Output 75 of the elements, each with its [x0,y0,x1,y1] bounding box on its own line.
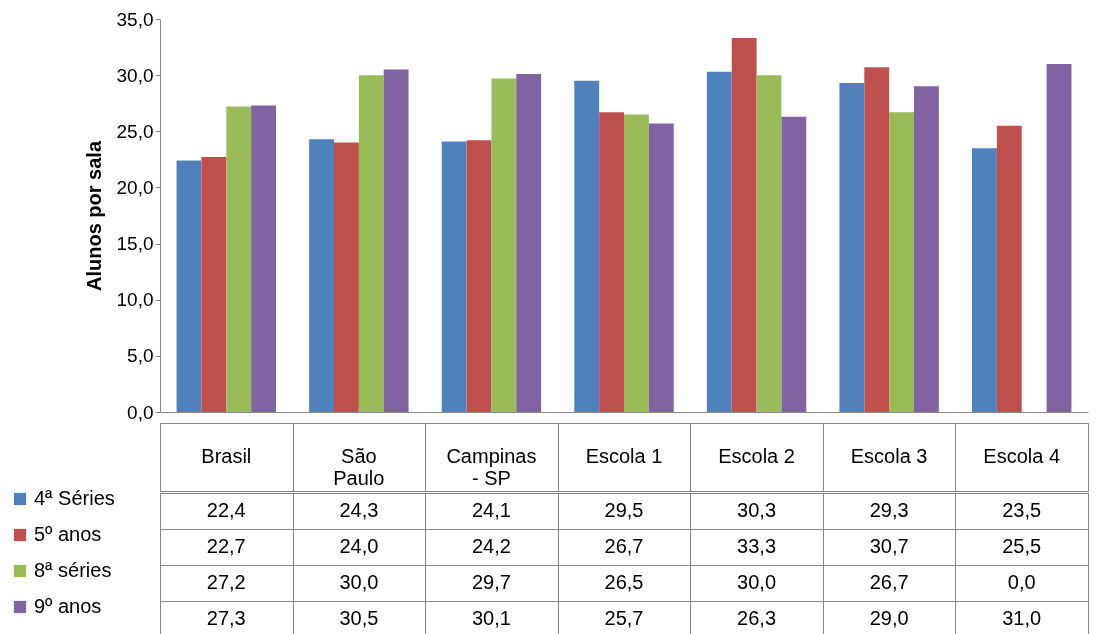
bar [972,148,997,412]
x-tick-label: Brasil [201,445,252,467]
y-tick-label: 20,0 [116,176,154,198]
data-label: 31,0 [1002,607,1042,629]
data-label: 26,5 [604,571,644,593]
x-tick-label: Escola 2 [718,445,795,467]
data-label: 30,0 [737,571,777,593]
data-label: 25,7 [604,607,644,629]
bar [839,83,865,412]
data-label: 29,0 [869,607,909,629]
bar [648,123,674,412]
bar [201,157,227,412]
bar [996,125,1022,412]
data-label: 27,3 [206,607,246,629]
data-label: 25,5 [1002,535,1042,557]
data-label: 26,7 [869,571,909,593]
y-tick-label: 5,0 [127,345,154,367]
bar [1046,63,1072,412]
bar [176,160,202,412]
bar [914,86,939,412]
data-label: 30,0 [339,571,379,593]
legend-label: 4ª Séries [34,487,115,509]
bar [624,114,649,412]
data-label: 24,1 [471,499,511,521]
bar [574,80,600,412]
data-label: 26,3 [737,607,777,629]
bar [466,140,492,412]
x-tick-label: Campinas - SP [446,445,537,489]
legend-label: 9º anos [34,595,102,617]
data-label: 26,7 [604,535,644,557]
y-tick-label: 0,0 [127,401,154,423]
data-label: 29,3 [869,499,909,521]
data-label: 22,4 [206,499,246,521]
bar [251,105,276,412]
bar [864,67,890,412]
y-axis-title: Alunos por sala [82,140,105,292]
bar [731,38,757,412]
data-label: 23,5 [1002,499,1042,521]
y-tick-label: 25,0 [116,120,154,142]
bar [383,69,409,412]
bar [358,75,384,412]
data-label: 24,3 [339,499,379,521]
data-label: 24,0 [339,535,379,557]
data-label: 30,1 [471,607,511,629]
data-label: 0,0 [1007,571,1036,593]
bar [516,74,542,412]
data-label: 27,2 [206,571,246,593]
data-label: 24,2 [471,535,511,557]
bar [309,139,334,412]
data-label: 30,7 [869,535,909,557]
x-tick-label: São Paulo [333,445,385,489]
x-tick-label: Escola 4 [983,445,1061,467]
bar [781,116,807,412]
bar [334,142,359,412]
y-tick-label: 35,0 [116,8,154,30]
data-label: 22,7 [206,535,246,557]
y-tick-label: 10,0 [116,289,154,311]
data-label: 29,5 [604,499,644,521]
data-label: 30,3 [737,499,777,521]
y-tick-label: 15,0 [116,233,154,255]
data-label: 29,7 [471,571,511,593]
legend-label: 8ª séries [34,559,112,581]
legend-label: 5º anos [34,523,102,545]
x-tick-label: Escola 3 [850,445,928,467]
x-tick-label: Escola 1 [585,445,663,467]
data-label: 30,5 [339,607,379,629]
y-tick-label: 30,0 [116,64,154,86]
data-label: 33,3 [737,535,777,557]
bar [441,141,467,412]
bar [756,75,782,412]
bar [226,106,252,412]
bar [889,112,914,412]
bar [599,112,624,412]
bar [706,71,732,412]
bar [491,78,517,412]
